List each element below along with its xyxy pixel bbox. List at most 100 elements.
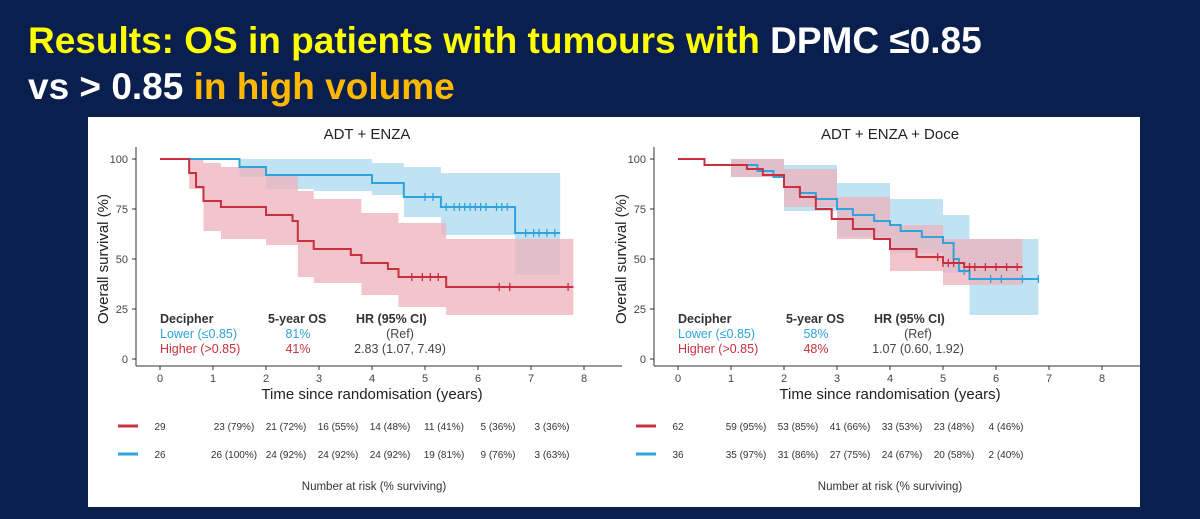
y-tick-label: 100 <box>110 154 128 166</box>
risk-table-label: Number at risk (% surviving) <box>302 481 447 493</box>
legend-os-value: 48% <box>803 342 828 356</box>
x-tick-label: 0 <box>157 373 163 385</box>
risk-cell: 33 (53%) <box>882 422 923 433</box>
legend-group-label: Higher (>0.85) <box>678 342 758 356</box>
panel-title: ADT + ENZA <box>324 126 411 143</box>
survival-curve-higher <box>678 158 1023 268</box>
y-tick-label: 100 <box>628 154 646 166</box>
risk-cell: 3 (63%) <box>534 450 569 461</box>
ci-band-higher <box>160 159 574 315</box>
x-tick-label: 1 <box>728 373 734 385</box>
risk-cell: 2 (40%) <box>988 450 1023 461</box>
risk-cell: 24 (92%) <box>266 450 307 461</box>
y-tick-label: 25 <box>634 304 646 316</box>
y-tick-label: 50 <box>116 254 128 266</box>
panel-title: ADT + ENZA + Doce <box>821 126 959 143</box>
legend-os-value: 58% <box>803 327 828 341</box>
title-line-1: Results: OS in patients with tumours wit… <box>28 18 982 64</box>
risk-cell: 23 (79%) <box>214 422 255 433</box>
ci-band-lower <box>160 159 561 275</box>
risk-cell: 14 (48%) <box>370 422 411 433</box>
km-panel-2: ADT + ENZA + Doce 0 25 50 75 100 0 1 2 3 4 5 6 7 8 Time… <box>613 126 1140 493</box>
title-part-2: DPMC ≤0.85 <box>770 20 982 61</box>
risk-cell: 24 (92%) <box>370 450 411 461</box>
legend-os-value: 81% <box>285 327 310 341</box>
y-tick-label: 0 <box>640 354 646 366</box>
y-tick-label: 75 <box>634 204 646 216</box>
legend-header-os: 5-year OS <box>268 312 326 326</box>
figure-panel: ADT + ENZA 0 25 50 75 100 0 1 2 3 4 5 6 7 8 Time since … <box>88 117 1140 507</box>
title-part-1: Results: OS in patients with tumours wit… <box>28 20 771 61</box>
x-tick-label: 2 <box>263 373 269 385</box>
legend-os-value: 41% <box>285 342 310 356</box>
title-line-2: vs > 0.85 in high volume <box>28 64 982 110</box>
risk-cell: 35 (97%) <box>726 450 767 461</box>
legend-header-hr: HR (95% CI) <box>356 312 427 326</box>
y-tick-label: 25 <box>116 304 128 316</box>
legend-hr-value: 1.07 (0.60, 1.92) <box>872 342 964 356</box>
y-tick-label: 75 <box>116 204 128 216</box>
risk-table-label: Number at risk (% surviving) <box>818 481 963 493</box>
survival-curve-lower <box>678 158 1039 280</box>
legend-hr-value: (Ref) <box>386 327 414 341</box>
risk-cell: 26 (100%) <box>211 450 257 461</box>
x-tick-label: 1 <box>210 373 216 385</box>
slide-title: Results: OS in patients with tumours wit… <box>28 18 982 110</box>
risk-cell: 23 (48%) <box>934 422 975 433</box>
legend-group-label: Lower (≤0.85) <box>160 327 237 341</box>
x-tick-label: 8 <box>581 373 587 385</box>
x-tick-label: 6 <box>993 373 999 385</box>
legend-header-hr: HR (95% CI) <box>874 312 945 326</box>
ci-band-higher <box>678 159 1023 285</box>
risk-cell: 29 <box>154 422 166 433</box>
legend-header-os: 5-year OS <box>786 312 844 326</box>
risk-cell: 3 (36%) <box>534 422 569 433</box>
x-tick-label: 5 <box>422 373 428 385</box>
risk-cell: 4 (46%) <box>988 422 1023 433</box>
risk-cell: 24 (67%) <box>882 450 923 461</box>
risk-cell: 5 (36%) <box>480 422 515 433</box>
x-tick-label: 7 <box>528 373 534 385</box>
risk-cell: 26 <box>154 450 166 461</box>
x-tick-label: 4 <box>887 373 893 385</box>
x-axis-title: Time since randomisation (years) <box>261 386 482 403</box>
legend-group-label: Lower (≤0.85) <box>678 327 755 341</box>
x-axis-title: Time since randomisation (years) <box>779 386 1000 403</box>
x-tick-label: 7 <box>1046 373 1052 385</box>
x-tick-label: 8 <box>1099 373 1105 385</box>
risk-cell: 36 <box>672 450 684 461</box>
risk-cell: 62 <box>672 422 684 433</box>
title-part-4: in high volume <box>193 66 455 107</box>
risk-cell: 53 (85%) <box>778 422 819 433</box>
legend-group-label: Higher (>0.85) <box>160 342 240 356</box>
y-tick-label: 50 <box>634 254 646 266</box>
x-tick-label: 5 <box>940 373 946 385</box>
risk-cell: 31 (86%) <box>778 450 819 461</box>
risk-cell: 9 (76%) <box>480 450 515 461</box>
x-tick-label: 6 <box>475 373 481 385</box>
survival-curve-lower <box>160 158 561 234</box>
legend-hr-value: (Ref) <box>904 327 932 341</box>
risk-cell: 21 (72%) <box>266 422 307 433</box>
risk-cell: 16 (55%) <box>318 422 359 433</box>
survival-curve-higher <box>160 158 574 288</box>
title-part-3: vs > 0.85 <box>28 66 194 107</box>
x-tick-label: 2 <box>781 373 787 385</box>
risk-cell: 19 (81%) <box>424 450 465 461</box>
x-tick-label: 3 <box>316 373 322 385</box>
y-tick-label: 0 <box>122 354 128 366</box>
legend-header-decipher: Decipher <box>678 312 732 326</box>
km-panel-1: ADT + ENZA 0 25 50 75 100 0 1 2 3 4 5 6 7 8 Time since … <box>95 126 622 493</box>
x-tick-label: 4 <box>369 373 375 385</box>
risk-cell: 11 (41%) <box>424 422 464 433</box>
y-axis-title: Overall survival (%) <box>613 194 630 324</box>
risk-cell: 59 (95%) <box>726 422 767 433</box>
legend-hr-value: 2.83 (1.07, 7.49) <box>354 342 446 356</box>
y-axis-title: Overall survival (%) <box>95 194 112 324</box>
risk-cell: 20 (58%) <box>934 450 975 461</box>
x-tick-label: 0 <box>675 373 681 385</box>
risk-cell: 27 (75%) <box>830 450 871 461</box>
x-tick-label: 3 <box>834 373 840 385</box>
legend-header-decipher: Decipher <box>160 312 214 326</box>
